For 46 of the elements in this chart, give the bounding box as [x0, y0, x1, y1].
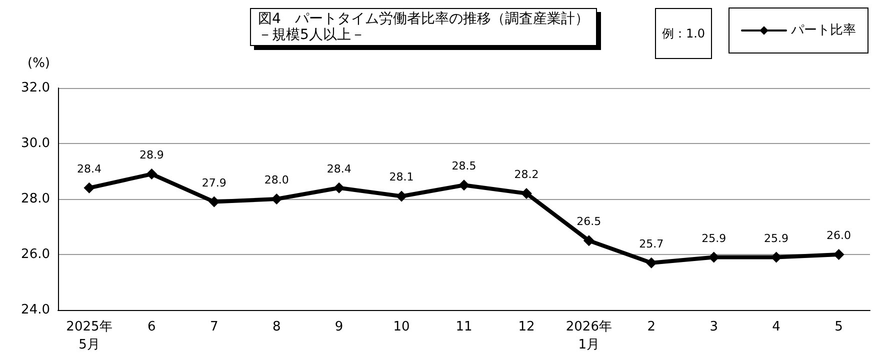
x-tick-label: 10: [393, 320, 410, 334]
x-tick-label: 2: [647, 320, 656, 334]
x-tick-label: 11: [456, 320, 472, 334]
chart-subtitle: －規模5人以上－: [258, 27, 365, 43]
data-label: 28.4: [326, 162, 352, 176]
y-tick-label: 32.0: [21, 80, 50, 96]
data-label: 28.0: [264, 174, 289, 186]
y-tick-label: 30.0: [21, 136, 50, 151]
point: [271, 194, 282, 204]
x-tick-label: 3: [710, 320, 718, 334]
data-label: 25.7: [639, 237, 664, 250]
x-tick-label: 2026年 1月: [566, 320, 612, 352]
data-label: 26.0: [826, 229, 852, 242]
y-tick-label: 28.0: [21, 192, 50, 206]
point: [458, 180, 470, 191]
y-tick-label: 24.0: [21, 302, 50, 318]
data-label: 28.1: [389, 170, 414, 184]
x-tick-label: 8: [272, 320, 281, 334]
point: [833, 249, 844, 260]
data-label: 28.2: [514, 168, 539, 181]
data-label: 28.9: [139, 148, 164, 162]
point: [646, 257, 657, 268]
x-tick-label: 2025年 5月: [66, 320, 112, 352]
x-tick-label: 7: [210, 320, 218, 334]
data-label: 28.4: [76, 162, 102, 176]
point: [396, 190, 408, 202]
data-label: 25.9: [764, 232, 789, 245]
data-label: 28.5: [452, 160, 476, 173]
legend-label: パート比率: [790, 22, 856, 38]
data-label: 26.5: [576, 215, 602, 228]
point: [520, 188, 532, 199]
chart-title: 図4 パートタイム労働者比率の推移（調査産業計）: [258, 11, 589, 27]
text: 例：1.0: [662, 26, 706, 40]
x-tick-label: 9: [334, 320, 344, 334]
data-label: 25.9: [702, 232, 726, 245]
y-tick-label: 26.0: [21, 247, 50, 262]
x-tick-label: 6: [148, 320, 156, 334]
point: [84, 182, 95, 194]
x-tick-label: 5: [834, 320, 843, 334]
point: [583, 235, 594, 246]
data-label: 27.9: [202, 176, 226, 190]
y-axis-title: (%): [28, 56, 50, 71]
x-tick-label: 4: [772, 320, 780, 334]
x-tick-label: 12: [518, 320, 535, 334]
point: [146, 168, 158, 180]
point: [334, 182, 345, 194]
